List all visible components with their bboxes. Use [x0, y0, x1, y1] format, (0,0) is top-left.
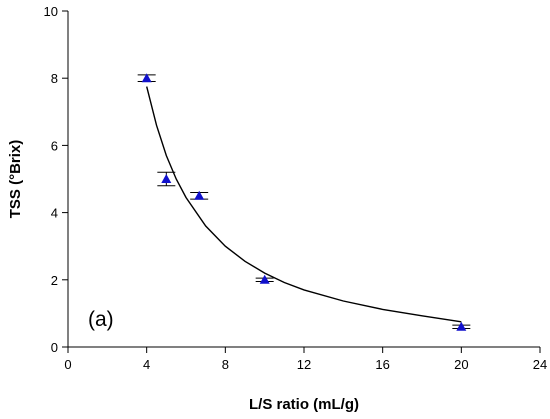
data-point	[141, 73, 152, 83]
x-tick-label: 0	[64, 357, 71, 372]
data-point	[259, 274, 270, 284]
x-tick-label: 20	[454, 357, 468, 372]
axes	[67, 11, 540, 348]
y-tick-label: 10	[44, 4, 58, 19]
x-tick-label: 12	[297, 357, 311, 372]
x-tick-label: 24	[533, 357, 547, 372]
y-tick-label: 0	[51, 340, 58, 355]
x-ticks: 0 4 8 12 16 20 24	[64, 347, 547, 372]
x-axis-title: L/S ratio (mL/g)	[249, 396, 359, 413]
y-tick-label: 2	[51, 273, 58, 288]
x-tick-label: 8	[222, 357, 229, 372]
data-point	[194, 190, 205, 200]
data-points	[141, 73, 467, 331]
y-tick-label: 8	[51, 71, 58, 86]
y-ticks: 0 2 4 6 8 10	[44, 4, 68, 355]
data-point	[161, 174, 172, 183]
y-tick-label: 4	[51, 206, 58, 221]
x-tick-label: 16	[375, 357, 389, 372]
y-tick-label: 6	[51, 138, 58, 153]
y-axis-title: TSS (°Brix)	[7, 140, 24, 219]
data-point	[456, 321, 467, 331]
panel-label: (a)	[88, 308, 114, 331]
x-tick-label: 4	[143, 357, 150, 372]
fit-curve	[146, 86, 462, 323]
